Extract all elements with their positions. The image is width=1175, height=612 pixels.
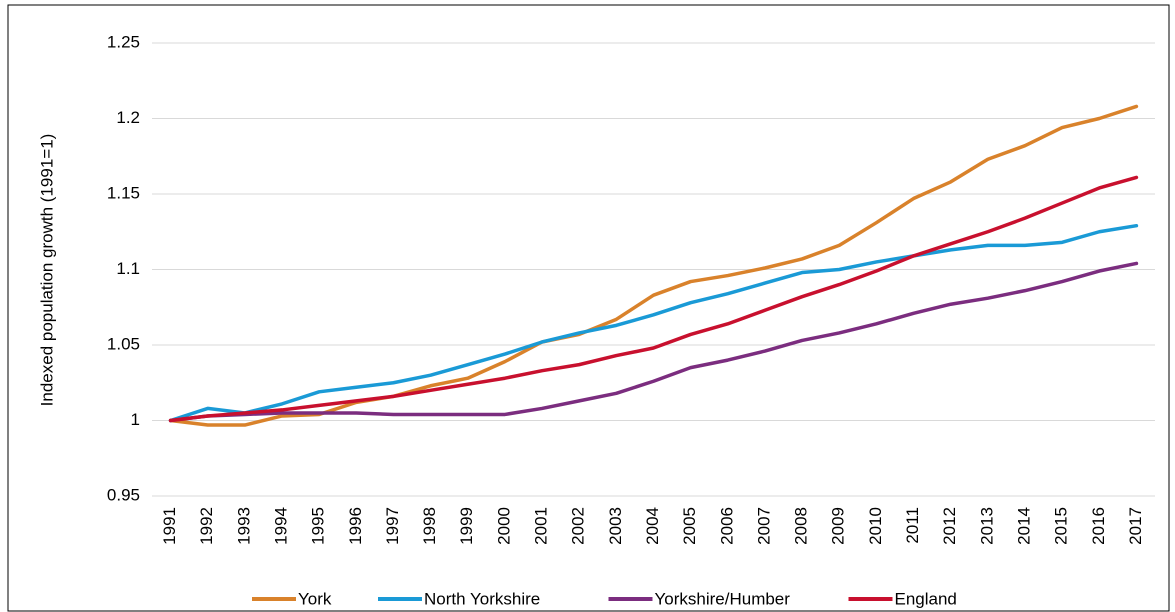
x-tick-label: 2010 bbox=[866, 507, 885, 545]
x-tick-label: 2004 bbox=[643, 507, 662, 545]
x-tick-label: 1991 bbox=[160, 507, 179, 545]
y-tick-label: 1.15 bbox=[107, 183, 140, 202]
x-tick-label: 1997 bbox=[383, 507, 402, 545]
x-tick-label: 2005 bbox=[680, 507, 699, 545]
x-tick-label: 2002 bbox=[569, 507, 588, 545]
legend-label: Yorkshire/Humber bbox=[655, 589, 791, 608]
x-tick-label: 2017 bbox=[1126, 507, 1145, 545]
x-tick-label: 2001 bbox=[532, 507, 551, 545]
x-tick-label: 1996 bbox=[346, 507, 365, 545]
y-tick-label: 1.1 bbox=[116, 259, 140, 278]
series-line bbox=[168, 261, 1139, 423]
legend-label: North Yorkshire bbox=[424, 589, 540, 608]
series-line bbox=[168, 223, 1139, 423]
series-line bbox=[168, 175, 1139, 423]
legend-label: England bbox=[895, 589, 957, 608]
legend-label: York bbox=[298, 589, 332, 608]
x-tick-label: 1993 bbox=[234, 507, 253, 545]
x-tick-label: 2016 bbox=[1089, 507, 1108, 545]
x-tick-label: 2015 bbox=[1052, 507, 1071, 545]
x-tick-label: 2011 bbox=[903, 507, 922, 544]
x-tick-label: 2014 bbox=[1014, 507, 1033, 545]
chart-frame bbox=[7, 4, 1170, 612]
x-tick-label: 2008 bbox=[792, 507, 811, 545]
x-tick-label: 2009 bbox=[829, 507, 848, 545]
x-tick-label: 2000 bbox=[494, 507, 513, 545]
x-tick-label: 2007 bbox=[754, 507, 773, 545]
y-tick-label: 0.95 bbox=[107, 485, 140, 504]
y-tick-label: 1.25 bbox=[107, 32, 140, 51]
series-line bbox=[168, 104, 1139, 427]
y-tick-label: 1 bbox=[131, 410, 140, 429]
x-tick-label: 1994 bbox=[272, 507, 291, 545]
x-tick-label: 2006 bbox=[717, 507, 736, 545]
x-tick-label: 1998 bbox=[420, 507, 439, 545]
y-tick-label: 1.05 bbox=[107, 334, 140, 353]
x-tick-label: 2012 bbox=[940, 507, 959, 545]
x-tick-label: 1992 bbox=[197, 507, 216, 545]
x-tick-label: 1995 bbox=[309, 507, 328, 545]
x-tick-label: 2003 bbox=[606, 507, 625, 545]
x-tick-label: 2013 bbox=[977, 507, 996, 545]
y-tick-label: 1.2 bbox=[116, 108, 140, 127]
x-tick-label: 1999 bbox=[457, 507, 476, 545]
y-axis-label: Indexed population growth (1991=1) bbox=[37, 134, 56, 407]
